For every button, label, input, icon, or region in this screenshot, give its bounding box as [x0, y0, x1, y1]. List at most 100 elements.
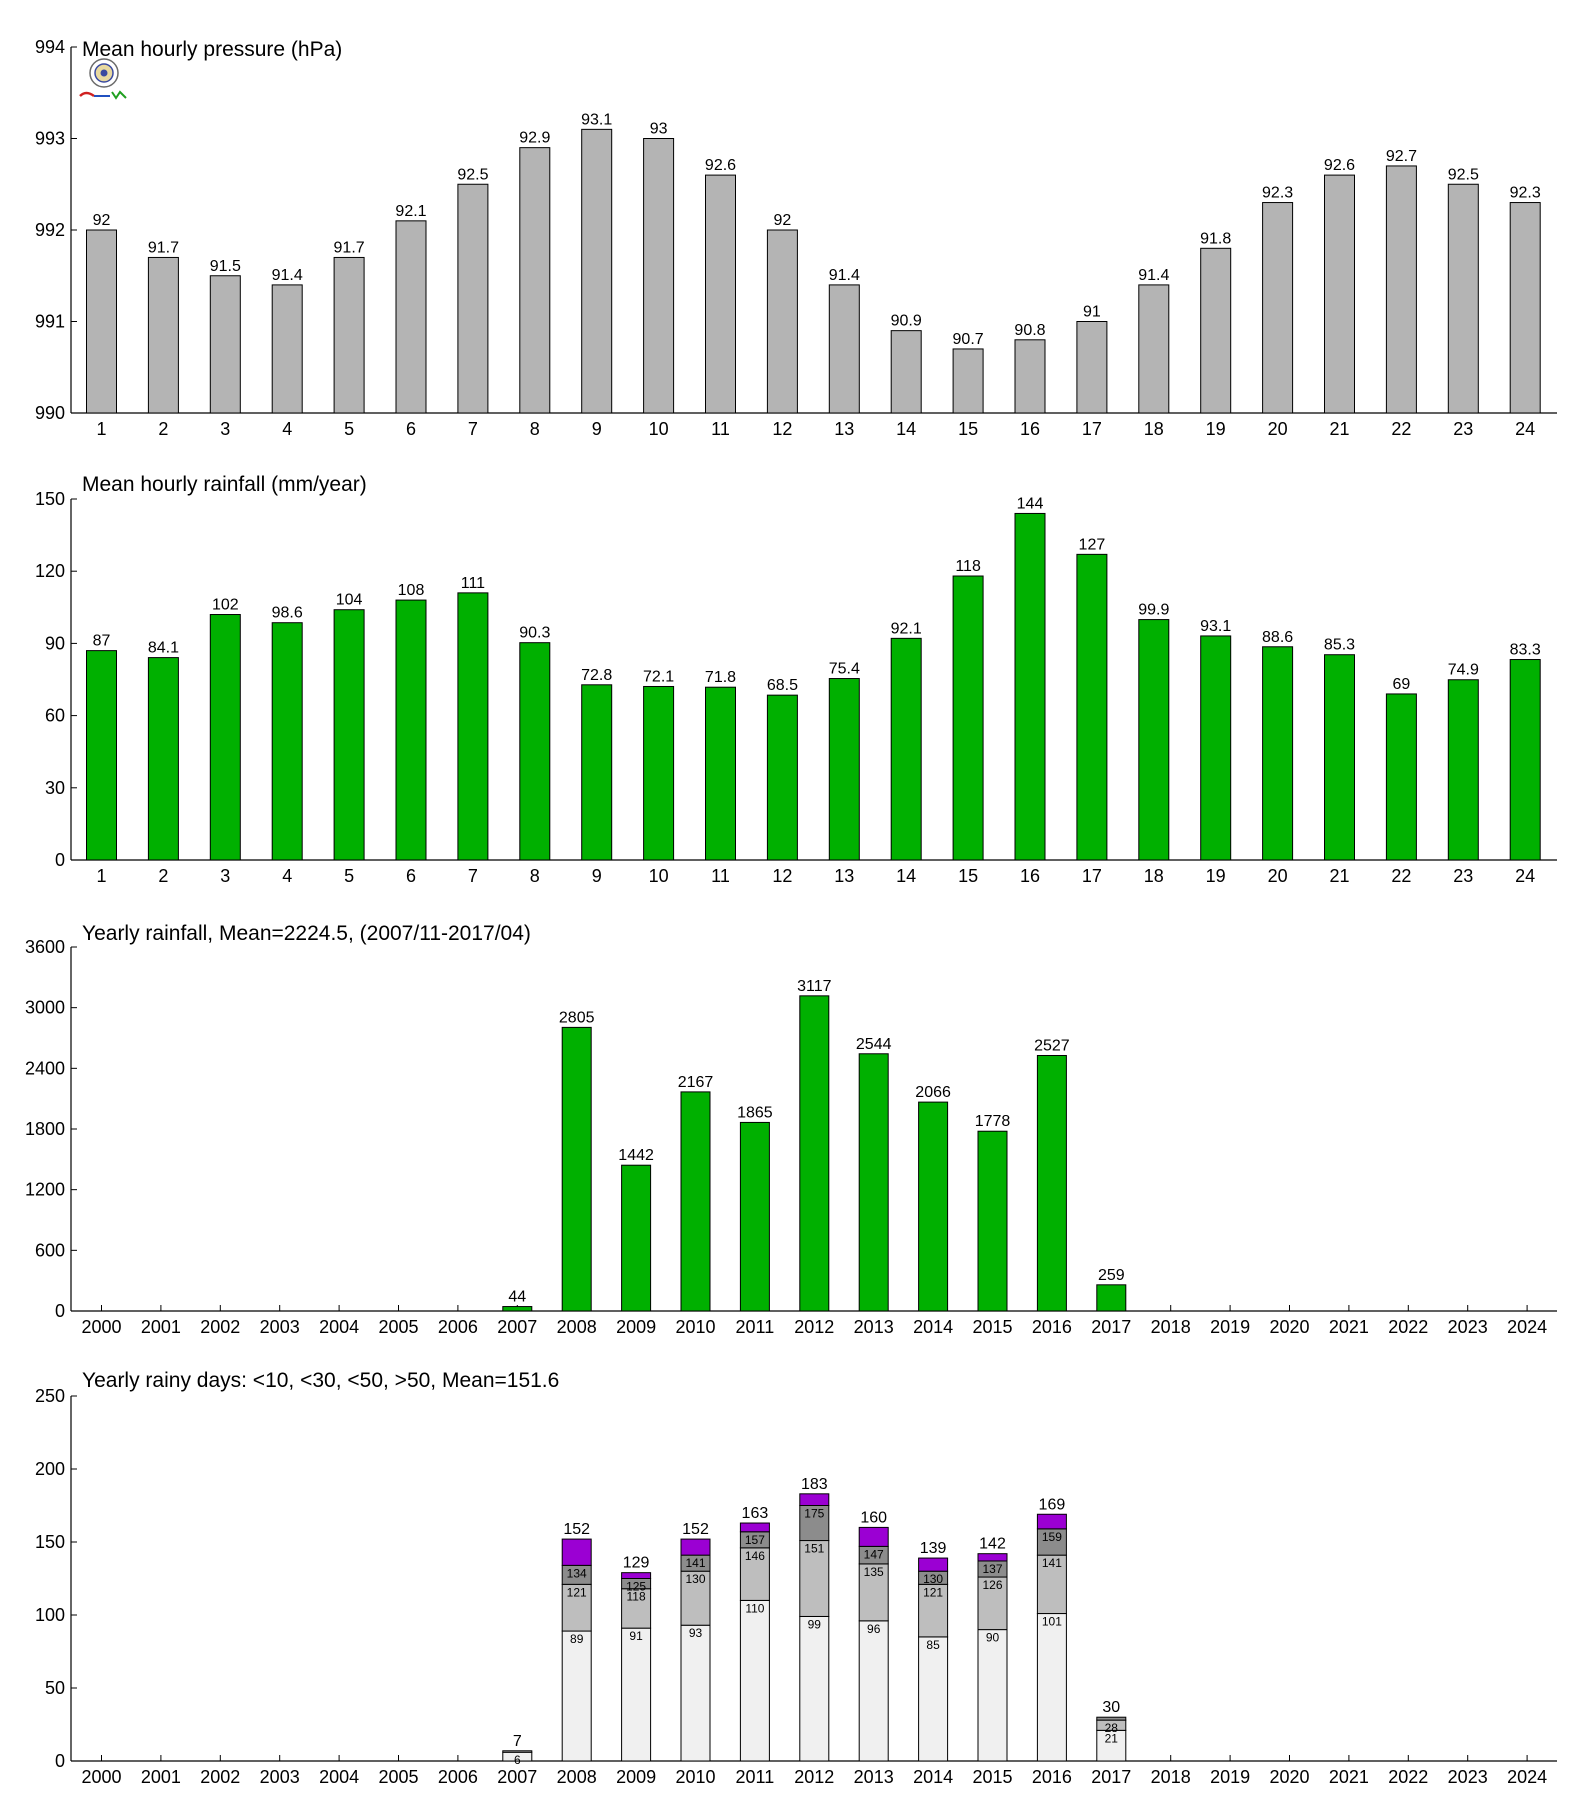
bar-value-label: 71.8 [705, 669, 736, 686]
bar [1014, 339, 1046, 414]
bar-value-label: 1778 [975, 1113, 1011, 1130]
bar [1138, 619, 1170, 861]
x-tick-label: 2001 [141, 1767, 181, 1787]
x-tick-label: 11 [711, 419, 730, 439]
bar-value-label: 98.6 [272, 605, 303, 622]
bar-total-label: 30 [1102, 1699, 1120, 1716]
segment-value-label: 141 [685, 1556, 705, 1570]
bar [739, 1121, 770, 1312]
bar-value-label: 2805 [559, 1009, 595, 1026]
x-tick-label: 2000 [81, 1767, 121, 1787]
bar [209, 275, 241, 414]
x-tick-label: 2014 [913, 1317, 953, 1337]
pressure-chart: Mean hourly pressure (hPa) 9909919929939… [35, 37, 1557, 439]
x-tick-label: 2011 [736, 1767, 775, 1787]
x-tick-label: 20 [1268, 419, 1288, 439]
bar [86, 650, 117, 861]
x-tick-label: 2004 [319, 1317, 359, 1337]
x-tick-label: 13 [834, 866, 854, 886]
segment-value-label: 85 [926, 1638, 940, 1652]
bar-value-label: 2527 [1034, 1037, 1070, 1054]
x-tick-label: 23 [1453, 866, 1473, 886]
x-tick-label: 2009 [616, 1317, 656, 1337]
x-tick-label: 24 [1515, 866, 1535, 886]
y-tick-label: 992 [35, 220, 65, 240]
x-tick-label: 2010 [675, 1317, 715, 1337]
bar-value-label: 83.3 [1510, 642, 1541, 659]
bar-segment [1036, 1513, 1067, 1530]
bar-value-label: 90.9 [891, 313, 922, 330]
bar [952, 348, 984, 414]
bar [1036, 1054, 1067, 1312]
bar-segment [918, 1636, 949, 1762]
segment-value-label: 91 [629, 1629, 643, 1643]
x-tick-label: 2003 [260, 1767, 300, 1787]
bar [147, 657, 179, 861]
x-tick-label: 21 [1329, 419, 1349, 439]
bar-total-label: 160 [860, 1509, 887, 1526]
segment-value-label: 157 [745, 1533, 765, 1547]
bar [395, 220, 427, 414]
bar-segment [739, 1522, 770, 1533]
bar-value-label: 87 [93, 633, 111, 650]
bar [1447, 679, 1479, 861]
bar [333, 609, 365, 861]
bar [1076, 553, 1108, 861]
x-tick-label: 10 [649, 866, 669, 886]
bar-total-label: 152 [682, 1521, 709, 1538]
bar-value-label: 91.4 [1138, 267, 1169, 284]
x-tick-label: 2021 [1329, 1767, 1369, 1787]
chart-title: Mean hourly rainfall (mm/year) [82, 473, 367, 496]
segment-value-label: 21 [1105, 1731, 1119, 1745]
x-tick-label: 2021 [1329, 1317, 1369, 1337]
chart-title: Yearly rainy days: <10, <30, <50, >50, M… [82, 1369, 559, 1392]
x-tick-label: 2008 [557, 1767, 597, 1787]
y-tick-label: 993 [35, 129, 65, 149]
bar-segment [799, 1540, 830, 1617]
x-tick-label: 2023 [1448, 1317, 1488, 1337]
bar [147, 256, 179, 414]
bar-segment [561, 1630, 592, 1762]
x-tick-label: 2016 [1032, 1317, 1072, 1337]
y-tick-label: 1800 [25, 1119, 65, 1139]
bar [581, 684, 613, 861]
bar-value-label: 92 [774, 212, 792, 229]
x-tick-label: 2022 [1388, 1317, 1428, 1337]
bar [209, 614, 241, 861]
yearly-rainfall-chart: Yearly rainfall, Mean=2224.5, (2007/11-2… [25, 922, 1557, 1337]
bar-segment [1036, 1528, 1067, 1556]
x-tick-label: 2016 [1032, 1767, 1072, 1787]
x-tick-label: 15 [958, 866, 978, 886]
x-tick-label: 2014 [913, 1767, 953, 1787]
y-tick-label: 600 [35, 1240, 65, 1260]
bar-value-label: 91.8 [1200, 230, 1231, 247]
bar-value-label: 1865 [737, 1104, 773, 1121]
x-tick-label: 2019 [1210, 1317, 1250, 1337]
segment-value-label: 99 [808, 1617, 822, 1631]
bar-value-label: 90.3 [519, 625, 550, 642]
bar-total-label: 129 [623, 1555, 650, 1572]
x-tick-label: 8 [530, 419, 540, 439]
segment-value-label: 101 [1042, 1615, 1062, 1629]
x-tick-label: 13 [834, 419, 854, 439]
bar-segment [739, 1547, 770, 1601]
bar [1447, 183, 1479, 414]
bar-total-label: 163 [742, 1505, 769, 1522]
x-tick-label: 5 [344, 419, 354, 439]
bar [890, 330, 922, 414]
x-tick-label: 4 [282, 866, 292, 886]
x-tick-label: 2001 [141, 1317, 181, 1337]
bar-segment [621, 1627, 652, 1762]
bar-total-label: 142 [979, 1536, 1006, 1553]
bar-value-label: 108 [398, 582, 425, 599]
bar [643, 685, 675, 861]
y-tick-label: 0 [55, 1301, 65, 1321]
bar [1096, 1284, 1127, 1312]
y-tick-label: 200 [35, 1459, 65, 1479]
bar [977, 1130, 1008, 1312]
bar-segment [977, 1629, 1008, 1762]
bar [519, 642, 551, 861]
bar-value-label: 111 [461, 575, 485, 592]
bar-value-label: 91.4 [829, 267, 860, 284]
bar-value-label: 74.9 [1448, 662, 1479, 679]
